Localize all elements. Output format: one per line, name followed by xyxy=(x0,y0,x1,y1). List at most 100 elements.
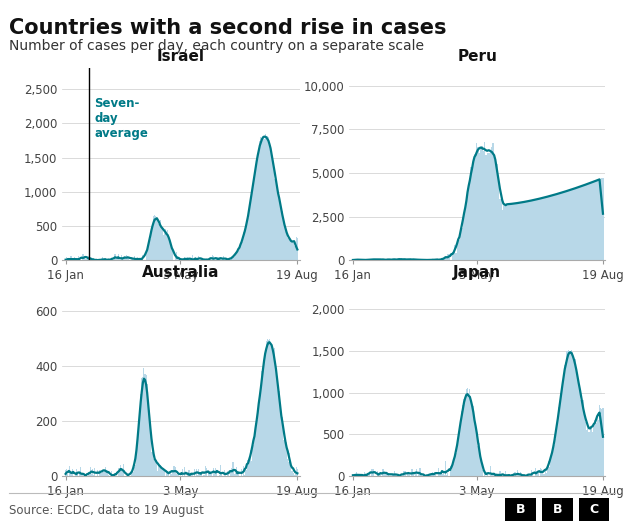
Bar xyxy=(287,459,288,476)
Bar xyxy=(593,181,594,260)
Bar xyxy=(496,164,497,260)
Bar xyxy=(575,188,576,260)
Bar xyxy=(540,468,541,476)
Bar xyxy=(291,240,293,260)
Bar xyxy=(283,220,284,260)
Bar xyxy=(175,474,177,476)
Bar xyxy=(582,403,583,476)
Bar xyxy=(108,474,109,476)
Bar xyxy=(79,473,80,476)
Bar xyxy=(602,408,603,476)
Bar xyxy=(483,151,484,260)
Bar xyxy=(142,377,144,476)
Title: Japan: Japan xyxy=(453,265,502,280)
Bar xyxy=(476,437,477,476)
Bar xyxy=(266,341,267,476)
Bar xyxy=(291,471,293,476)
Bar xyxy=(411,259,412,260)
Bar xyxy=(217,257,218,260)
Bar xyxy=(136,453,137,476)
Bar xyxy=(461,411,462,476)
Bar xyxy=(119,472,120,476)
Bar xyxy=(553,446,555,476)
Bar xyxy=(163,469,165,476)
Bar xyxy=(585,422,586,476)
Bar xyxy=(373,469,374,476)
Bar xyxy=(500,199,502,260)
Bar xyxy=(444,258,445,260)
Bar xyxy=(196,259,197,260)
Bar xyxy=(142,255,144,260)
Bar xyxy=(499,199,500,260)
Bar xyxy=(91,474,92,476)
Bar xyxy=(198,469,199,476)
Bar xyxy=(470,167,472,260)
Bar xyxy=(94,468,95,476)
Bar xyxy=(268,137,269,260)
Bar xyxy=(588,432,590,476)
Bar xyxy=(288,462,290,476)
Bar xyxy=(71,256,72,260)
Bar xyxy=(480,147,481,260)
Bar xyxy=(117,257,118,260)
Bar xyxy=(152,452,153,476)
Bar xyxy=(275,179,276,260)
Bar xyxy=(466,389,467,476)
Bar xyxy=(254,175,255,260)
Bar xyxy=(594,420,595,476)
Bar xyxy=(590,183,591,260)
Bar xyxy=(273,352,275,476)
Bar xyxy=(583,186,584,260)
Bar xyxy=(127,256,129,260)
Bar xyxy=(491,147,492,260)
Bar xyxy=(218,259,220,260)
Bar xyxy=(510,204,511,260)
Bar xyxy=(105,467,106,476)
Bar xyxy=(402,259,403,260)
Bar xyxy=(238,251,239,260)
Bar xyxy=(534,200,535,260)
Bar xyxy=(243,232,244,260)
Bar xyxy=(151,227,152,260)
Bar xyxy=(232,257,233,260)
Bar xyxy=(158,224,160,260)
Bar xyxy=(545,197,547,260)
Bar xyxy=(290,465,291,476)
Bar xyxy=(454,458,456,476)
Bar xyxy=(263,361,265,476)
Bar xyxy=(188,470,190,476)
Bar xyxy=(66,257,67,260)
Bar xyxy=(470,401,472,476)
Bar xyxy=(465,400,466,476)
Bar xyxy=(400,259,401,260)
Bar xyxy=(530,200,532,260)
Bar xyxy=(456,453,457,476)
Bar xyxy=(595,423,597,476)
Bar xyxy=(434,472,436,476)
Bar xyxy=(408,472,409,476)
Bar xyxy=(599,179,600,260)
Bar xyxy=(453,255,454,260)
Bar xyxy=(597,180,598,260)
Bar xyxy=(266,136,267,260)
Bar xyxy=(235,252,236,260)
Bar xyxy=(271,152,272,260)
Bar xyxy=(222,258,223,260)
Bar xyxy=(384,472,385,476)
Bar xyxy=(587,426,588,476)
Bar xyxy=(366,259,368,260)
Bar xyxy=(477,147,479,260)
Bar xyxy=(558,194,560,260)
Bar xyxy=(379,475,380,476)
Bar xyxy=(570,190,571,260)
Bar xyxy=(377,471,378,476)
Bar xyxy=(153,459,154,476)
Bar xyxy=(153,216,154,260)
FancyBboxPatch shape xyxy=(505,498,536,521)
Bar xyxy=(114,254,115,260)
Bar xyxy=(84,257,85,260)
Bar xyxy=(411,469,412,476)
Bar xyxy=(286,442,287,476)
Bar xyxy=(257,155,258,260)
Bar xyxy=(212,255,213,260)
